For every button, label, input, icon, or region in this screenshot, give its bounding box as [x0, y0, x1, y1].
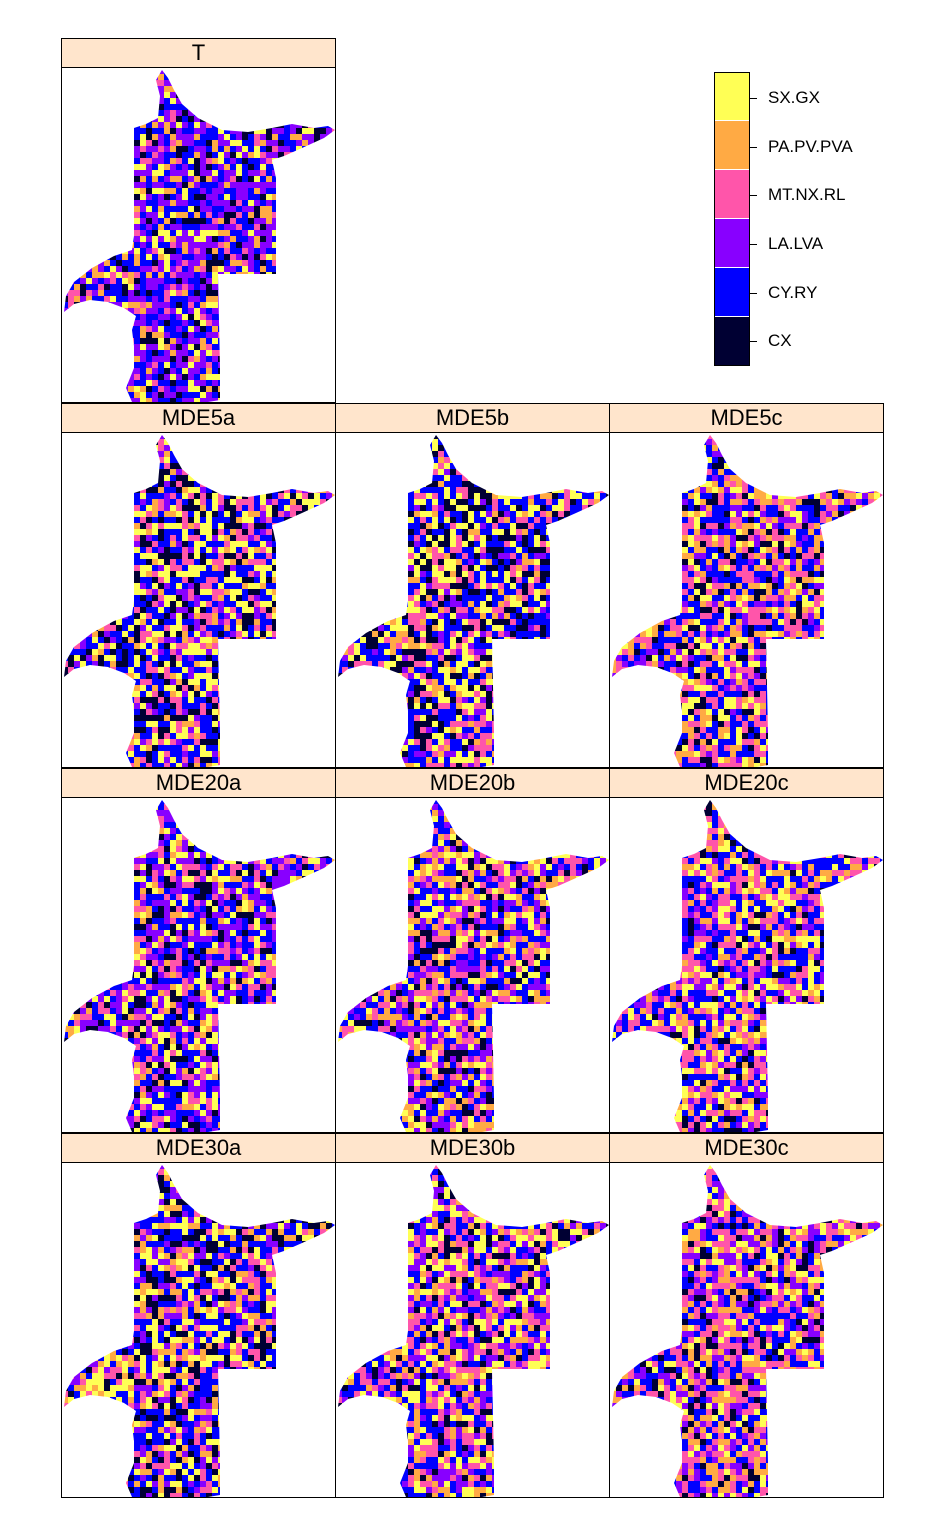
map-raster — [338, 1165, 609, 1497]
legend-label-sx-gx: SX.GX — [768, 88, 820, 108]
classified-map — [609, 432, 884, 768]
classified-map — [61, 67, 336, 403]
panel-title-strip: T — [61, 38, 336, 68]
classified-map — [609, 797, 884, 1133]
class-cells — [612, 435, 883, 767]
map-raster — [64, 435, 335, 767]
map-panel: MDE20b — [335, 768, 610, 1133]
map-panel: MDE20c — [609, 768, 884, 1133]
map-panel: MDE5c — [609, 403, 884, 768]
classified-map — [335, 797, 610, 1133]
classified-map — [335, 1162, 610, 1498]
map-panel: MDE30c — [609, 1133, 884, 1498]
map-panel: T — [61, 38, 336, 403]
panel-title-strip: MDE20a — [61, 768, 336, 798]
classified-map — [609, 1162, 884, 1498]
legend-frame — [714, 72, 750, 366]
legend-tick — [750, 293, 757, 294]
classified-map — [335, 432, 610, 768]
map-panel: MDE20a — [61, 768, 336, 1133]
map-panel: MDE5a — [61, 403, 336, 768]
legend-swatch-la-lva — [714, 219, 750, 267]
classified-map — [61, 797, 336, 1133]
class-cells — [64, 70, 335, 402]
legend-swatch-cx — [714, 317, 750, 365]
legend-label-la-lva: LA.LVA — [768, 234, 823, 254]
map-panel: MDE30a — [61, 1133, 336, 1498]
panel-title-strip: MDE30b — [335, 1133, 610, 1163]
class-cells — [338, 1165, 609, 1497]
classified-map — [61, 432, 336, 768]
panel-title-strip: MDE5b — [335, 403, 610, 433]
legend-swatch-pa-pv-pva — [714, 121, 750, 169]
map-raster — [338, 800, 609, 1132]
class-cells — [64, 435, 335, 767]
map-raster — [612, 800, 883, 1132]
legend-tick — [750, 195, 757, 196]
map-raster — [612, 1165, 883, 1497]
legend-tick — [750, 98, 757, 99]
legend-swatch-mt-nx-rl — [714, 170, 750, 218]
panel-title-strip: MDE30c — [609, 1133, 884, 1163]
map-raster — [64, 800, 335, 1132]
legend-label-cx: CX — [768, 331, 792, 351]
legend-swatch-cy-ry — [714, 268, 750, 316]
panel-title-strip: MDE20c — [609, 768, 884, 798]
legend-label-pa-pv-pva: PA.PV.PVA — [768, 137, 853, 157]
map-panel: MDE30b — [335, 1133, 610, 1498]
panel-title-strip: MDE30a — [61, 1133, 336, 1163]
map-raster — [338, 435, 609, 767]
class-cells — [64, 800, 335, 1132]
class-cells — [612, 800, 883, 1132]
class-cells — [64, 1165, 335, 1497]
legend-swatch-sx-gx — [714, 72, 750, 120]
class-cells — [338, 435, 609, 767]
class-cells — [612, 1165, 883, 1497]
legend-label-cy-ry: CY.RY — [768, 283, 817, 303]
legend-tick — [750, 244, 757, 245]
map-raster — [64, 70, 335, 402]
panel-title-strip: MDE20b — [335, 768, 610, 798]
map-raster — [64, 1165, 335, 1497]
panel-title-strip: MDE5c — [609, 403, 884, 433]
panel-title-strip: MDE5a — [61, 403, 336, 433]
map-raster — [612, 435, 883, 767]
class-cells — [338, 800, 609, 1132]
classified-map — [61, 1162, 336, 1498]
legend-tick — [750, 341, 757, 342]
map-panel: MDE5b — [335, 403, 610, 768]
legend-tick — [750, 147, 757, 148]
legend-label-mt-nx-rl: MT.NX.RL — [768, 185, 845, 205]
